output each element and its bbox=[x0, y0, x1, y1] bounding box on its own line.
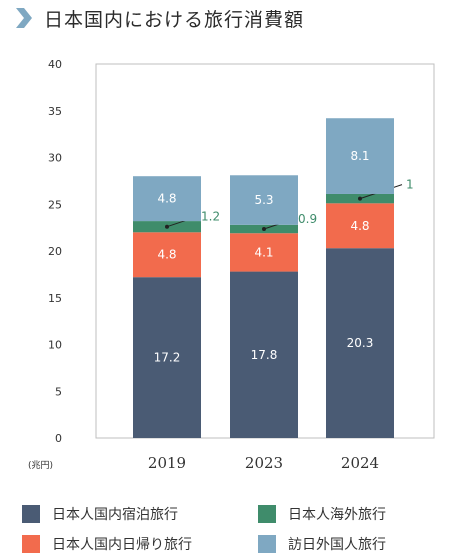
bar-segment bbox=[326, 248, 394, 438]
bar-segment bbox=[326, 203, 394, 249]
data-label: 17.8 bbox=[251, 348, 278, 362]
bar-segment bbox=[133, 176, 201, 222]
data-label: 4.1 bbox=[254, 245, 273, 259]
bar-segment bbox=[230, 233, 298, 272]
data-label: 4.8 bbox=[157, 192, 176, 206]
y-tick-label: 5 bbox=[55, 385, 62, 398]
data-label: 5.3 bbox=[254, 193, 273, 207]
chart-title: 日本国内における旅行消費額 bbox=[44, 8, 305, 31]
chevron-right-icon bbox=[16, 8, 32, 28]
legend-swatch bbox=[258, 535, 276, 553]
x-tick-label: 2023 bbox=[245, 454, 283, 472]
y-unit-label: (兆円) bbox=[28, 460, 53, 471]
legend-label: 日本人海外旅行 bbox=[288, 507, 386, 523]
legend-item-outbound: 日本人海外旅行 bbox=[258, 504, 386, 524]
data-label-callout: 1 bbox=[406, 178, 414, 192]
data-label: 17.2 bbox=[154, 351, 181, 365]
y-tick-label: 15 bbox=[48, 292, 62, 305]
x-tick-label: 2019 bbox=[148, 454, 186, 472]
chart-header: 日本国内における旅行消費額 bbox=[14, 4, 304, 32]
data-label: 8.1 bbox=[350, 149, 369, 163]
y-tick-label: 40 bbox=[48, 58, 62, 71]
data-label-callout: 0.9 bbox=[298, 212, 317, 226]
bar-segment bbox=[326, 118, 394, 194]
y-tick-label: 0 bbox=[55, 432, 62, 445]
legend-swatch bbox=[22, 535, 40, 553]
stacked-bar-chart: 0 5 10 15 20 25 30 35 40 (兆円) 17.2 4.8 1.2 4.8 2019 17.… bbox=[28, 58, 435, 472]
legend-item-domestic-overnight: 日本人国内宿泊旅行 bbox=[22, 504, 178, 524]
legend-swatch bbox=[258, 505, 276, 523]
data-label: 4.8 bbox=[350, 219, 369, 233]
data-label: 20.3 bbox=[347, 336, 374, 350]
legend-item-domestic-daytrip: 日本人国内日帰り旅行 bbox=[22, 534, 192, 554]
legend-label: 訪日外国人旅行 bbox=[288, 537, 386, 553]
y-tick-label: 20 bbox=[48, 245, 62, 258]
bar-segment bbox=[230, 271, 298, 438]
data-label: 4.8 bbox=[157, 248, 176, 262]
bar-segment bbox=[133, 277, 201, 438]
chart-legend: 日本人国内宿泊旅行 日本人海外旅行 日本人国内日帰り旅行 訪日外国人旅行 bbox=[0, 496, 450, 554]
y-tick-label: 30 bbox=[48, 152, 62, 165]
x-tick-label: 2024 bbox=[341, 454, 379, 472]
bar-segment bbox=[230, 175, 298, 225]
y-tick-label: 25 bbox=[48, 198, 62, 211]
y-tick-label: 35 bbox=[48, 105, 62, 118]
bar-segment bbox=[133, 232, 201, 278]
legend-label: 日本人国内日帰り旅行 bbox=[52, 537, 192, 553]
legend-swatch bbox=[22, 505, 40, 523]
y-tick-label: 10 bbox=[48, 339, 62, 352]
legend-label: 日本人国内宿泊旅行 bbox=[52, 507, 178, 523]
data-label-callout: 1.2 bbox=[201, 210, 220, 224]
legend-item-inbound: 訪日外国人旅行 bbox=[258, 534, 386, 554]
